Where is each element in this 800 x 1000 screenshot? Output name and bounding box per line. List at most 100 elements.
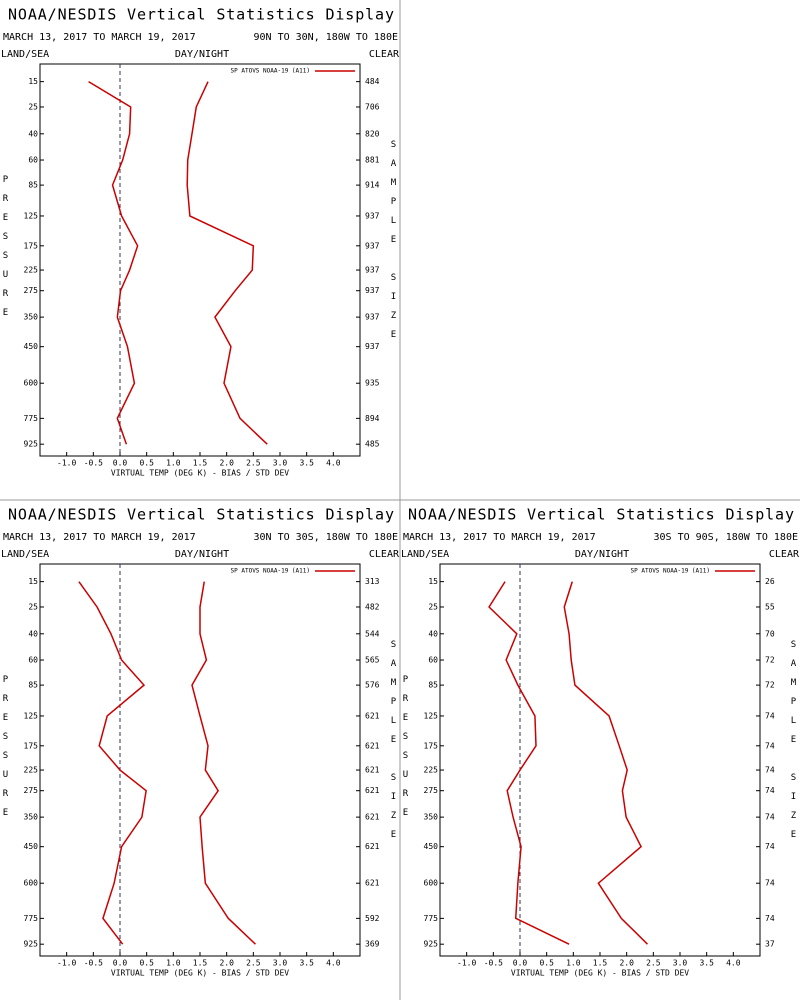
sample-size-label: 70 [765,629,775,638]
sample-size-label: 72 [765,656,775,665]
sample-size-label: 74 [765,711,775,720]
sample-size-label: 937 [365,286,380,295]
y-tick-label: 925 [24,940,39,949]
y-tick-label: 60 [28,156,38,165]
y-tick-label: 775 [24,414,39,423]
y2-axis-label: SAMPLE SIZE [789,640,799,849]
sample-size-label: 313 [365,577,380,586]
sample-size-label: 484 [365,77,380,86]
x-tick-label: -0.5 [84,459,103,468]
y-axis-label: PRESSURE [401,675,411,827]
x-tick-label: 3.5 [699,959,714,968]
sample-size-label: 565 [365,656,380,665]
y-tick-label: 40 [28,629,38,638]
date-range: MARCH 13, 2017 TO MARCH 19, 2017 [3,32,196,43]
y-tick-label: 175 [424,741,439,750]
x-tick-label: 3.5 [299,459,314,468]
filter-label: CLEAR [369,49,400,60]
sample-size-label: 621 [365,741,380,750]
x-tick-label: 1.0 [166,459,181,468]
legend-label: SP ATOVS NOAA-19 (A11) [231,68,310,75]
y-tick-label: 125 [24,211,39,220]
x-tick-label: 4.0 [726,959,741,968]
x-tick-label: 0.0 [113,459,128,468]
chart-title: NOAA/NESDIS Vertical Statistics Display [408,506,794,524]
region: 30N TO 30S, 180W TO 180E [254,532,399,543]
sample-size-label: 74 [765,914,775,923]
filter-label: CLEAR [369,549,400,560]
sample-size-label: 544 [365,629,380,638]
y-tick-label: 275 [24,286,39,295]
sample-size-label: 485 [365,440,380,449]
x-tick-label: 0.0 [513,959,528,968]
y-tick-label: 275 [424,786,439,795]
sample-size-label: 706 [365,102,380,111]
x-axis-label: VIRTUAL TEMP (DEG K) - BIAS / STD DEV [111,969,289,978]
x-tick-label: 0.5 [139,959,154,968]
x-tick-label: 2.0 [219,459,234,468]
date-range: MARCH 13, 2017 TO MARCH 19, 2017 [3,532,196,543]
y-tick-label: 450 [24,842,39,851]
sample-size-label: 621 [365,842,380,851]
profile-line [488,581,570,945]
x-tick-label: 3.0 [273,959,288,968]
x-tick-label: 2.0 [219,959,234,968]
y-tick-label: 85 [28,181,38,190]
y-tick-label: 225 [24,266,39,275]
x-tick-label: 3.0 [273,459,288,468]
x-tick-label: 2.5 [246,459,261,468]
x-tick-label: 4.0 [326,959,341,968]
sample-size-label: 937 [365,342,380,351]
y-tick-label: 450 [424,842,439,851]
x-tick-label: -1.0 [457,959,476,968]
y-tick-label: 350 [24,313,39,322]
sample-size-label: 621 [365,711,380,720]
y-tick-label: 85 [428,681,438,690]
y-tick-label: 60 [428,656,438,665]
y-tick-label: 925 [24,440,39,449]
profile-line [186,81,268,445]
filter-label: DAY/NIGHT [575,549,629,560]
y-tick-label: 25 [28,102,38,111]
sample-size-label: 621 [365,813,380,822]
filter-label: LAND/SEA [1,49,49,60]
sample-size-label: 74 [765,786,775,795]
sample-size-label: 935 [365,379,380,388]
y-tick-label: 40 [428,629,438,638]
y-tick-label: 600 [24,879,39,888]
sample-size-label: 74 [765,842,775,851]
y-tick-label: 775 [24,914,39,923]
x-tick-label: 1.5 [193,959,208,968]
y-tick-label: 60 [28,656,38,665]
profile-line [191,581,256,945]
x-tick-label: 4.0 [326,459,341,468]
sample-size-label: 55 [765,602,775,611]
x-tick-label: -1.0 [57,959,76,968]
sample-size-label: 74 [765,741,775,750]
filter-label: CLEAR [769,549,800,560]
sample-size-label: 369 [365,940,380,949]
y-tick-label: 125 [24,711,39,720]
sample-size-label: 26 [765,577,775,586]
y-tick-label: 450 [24,342,39,351]
filter-label: DAY/NIGHT [175,49,229,60]
y-tick-label: 85 [28,681,38,690]
x-tick-label: 3.0 [673,959,688,968]
y-axis-label: PRESSURE [1,675,11,827]
sample-size-label: 621 [365,786,380,795]
sample-size-label: 914 [365,181,380,190]
chart-title: NOAA/NESDIS Vertical Statistics Display [8,6,394,24]
x-tick-label: 1.0 [566,959,581,968]
y-tick-label: 25 [428,602,438,611]
y-tick-label: 225 [424,766,439,775]
x-axis-label: VIRTUAL TEMP (DEG K) - BIAS / STD DEV [111,469,289,478]
y-tick-label: 775 [424,914,439,923]
y-tick-label: 350 [424,813,439,822]
region: 90N TO 30N, 180W TO 180E [254,32,399,43]
sample-size-label: 937 [365,266,380,275]
x-tick-label: 2.5 [246,959,261,968]
y-tick-label: 25 [28,602,38,611]
profile-line [563,581,648,945]
filter-label: LAND/SEA [1,549,49,560]
